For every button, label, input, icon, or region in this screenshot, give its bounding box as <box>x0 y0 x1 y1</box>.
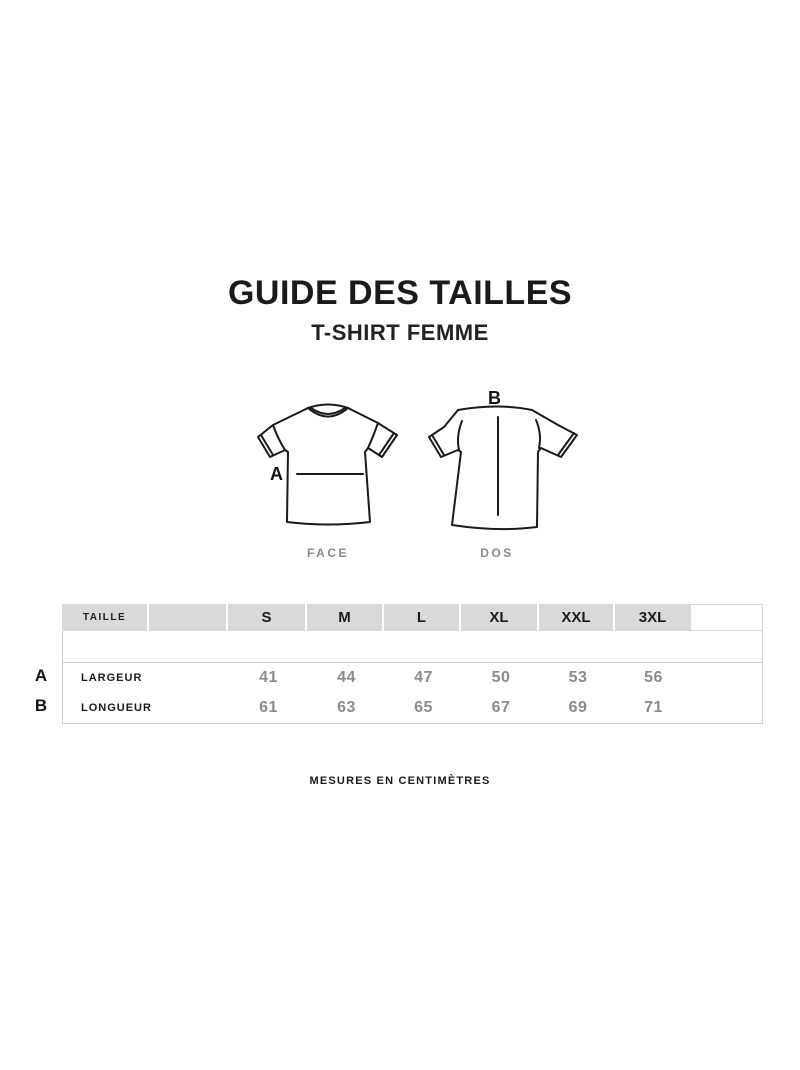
header-cell-blank <box>149 604 228 631</box>
row-label-largeur: LARGEUR <box>81 672 143 684</box>
unit-note: MESURES EN CENTIMÈTRES <box>309 775 491 787</box>
value-longueur-s: 61 <box>259 699 278 716</box>
header-cell-size-xxl: XXL <box>539 604 615 631</box>
table-spacer-row <box>63 631 762 663</box>
back-caption: DOS <box>480 546 514 560</box>
row-letter-a: A <box>34 666 48 685</box>
size-table-body: LARGEUR 41 44 47 50 53 56 LONGUEUR 61 63… <box>62 631 763 724</box>
tshirt-back-diagram <box>428 405 578 531</box>
row-label-longueur: LONGUEUR <box>81 702 152 714</box>
header-cell-size-m: M <box>307 604 384 631</box>
value-longueur-m: 63 <box>337 699 356 716</box>
page-title: GUIDE DES TAILLES <box>227 274 573 312</box>
value-largeur-3xl: 56 <box>644 669 663 686</box>
value-largeur-m: 44 <box>337 669 356 686</box>
header-cell-size-s: S <box>228 604 307 631</box>
page-subtitle: T-SHIRT FEMME <box>311 320 489 345</box>
value-longueur-xl: 67 <box>491 699 511 716</box>
table-row-largeur: LARGEUR 41 44 47 50 53 56 <box>63 663 762 693</box>
measure-label-b: B <box>488 388 501 408</box>
measure-label-a: A <box>270 464 283 484</box>
value-largeur-xxl: 53 <box>568 669 588 686</box>
header-cell-size-xl: XL <box>461 604 539 631</box>
tshirt-front-diagram <box>257 403 398 526</box>
value-longueur-xxl: 69 <box>568 699 588 716</box>
value-largeur-l: 47 <box>414 669 433 686</box>
front-caption: FACE <box>306 546 349 560</box>
size-table-header: TAILLE S M L XL XXL 3XL <box>62 604 763 631</box>
row-letter-b: B <box>34 696 48 715</box>
header-cell-taille: TAILLE <box>62 604 149 631</box>
value-longueur-3xl: 71 <box>644 699 663 716</box>
header-cell-end <box>690 604 763 631</box>
value-longueur-l: 65 <box>414 699 433 716</box>
value-largeur-s: 41 <box>259 669 278 686</box>
table-row-longueur: LONGUEUR 61 63 65 67 69 71 <box>63 693 762 723</box>
value-largeur-xl: 50 <box>491 669 511 686</box>
header-cell-size-l: L <box>384 604 461 631</box>
header-cell-size-3xl: 3XL <box>615 604 690 631</box>
